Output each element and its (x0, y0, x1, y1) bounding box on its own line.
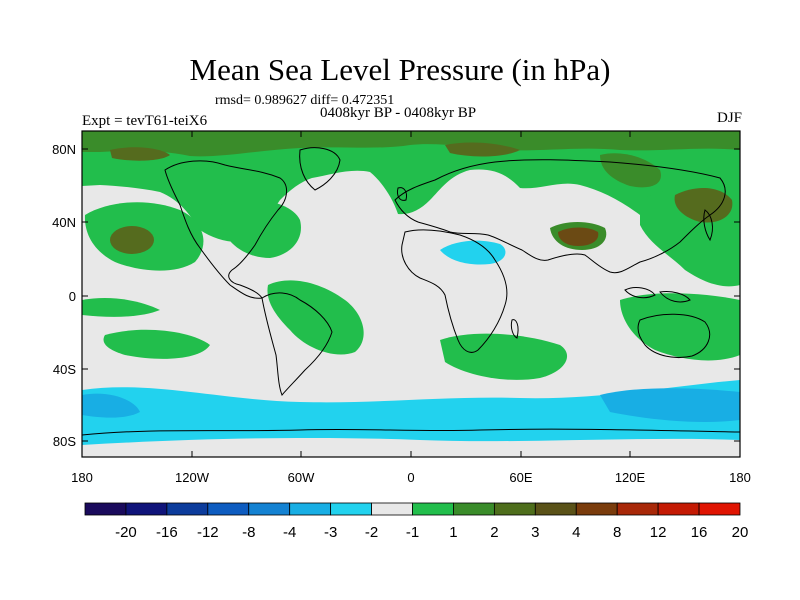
antarctica-neutral (82, 437, 740, 457)
lon-tick-label: 180 (729, 470, 751, 485)
coastlines (82, 147, 740, 436)
colorbar-label: -12 (197, 524, 219, 541)
colorbar-label: -16 (156, 524, 178, 541)
siberia-strong-region (600, 153, 661, 188)
colorbar-swatch (248, 502, 291, 516)
season-label: DJF (716, 110, 742, 126)
latitude-axis: 80N 40N 0 40S 80S (52, 142, 740, 449)
colorbar-swatch (330, 502, 372, 516)
colorbar-label: -4 (283, 524, 296, 541)
colorbar-swatch (371, 502, 413, 516)
colorbar-swatch (493, 502, 536, 516)
colorbar-label: 4 (572, 524, 580, 541)
colorbar-labels: -20 -16 -12 -8 -4 -3 -2 -1 1 2 3 4 8 12 16 20 (115, 524, 748, 541)
tropical-pacific-region (82, 298, 160, 317)
colorbar-label: 2 (490, 524, 498, 541)
colorbar-swatch (575, 502, 618, 516)
colorbar-label: 3 (531, 524, 539, 541)
colorbar-label: 16 (691, 524, 708, 541)
lat-tick-label: 80N (52, 142, 76, 157)
experiment-label: Expt = tevT61-teiX6 (82, 113, 208, 129)
stats-text: rmsd= 0.989627 diff= 0.472351 (215, 93, 395, 108)
colorbar-label: -2 (365, 524, 378, 541)
colorbar-swatch (534, 502, 577, 516)
colorbar-swatch (207, 502, 250, 516)
colorbar-label: -8 (242, 524, 255, 541)
himalaya-region (558, 227, 599, 246)
colorbar-swatch (289, 502, 332, 516)
colorbar-swatch (657, 502, 700, 516)
south-pacific-region (103, 329, 210, 359)
lat-tick-label: 40S (53, 362, 76, 377)
colorbar-swatch (412, 502, 454, 516)
colorbar-label: 12 (650, 524, 667, 541)
colorbar-label: 8 (613, 524, 621, 541)
southern-ocean-strong-east (600, 388, 740, 423)
north-pacific-strong (110, 226, 154, 254)
indian-ocean-region (620, 293, 740, 361)
colorbar-swatch (166, 502, 209, 516)
colorbar-swatch (84, 502, 127, 516)
map-title: Mean Sea Level Pressure (in hPa) (189, 52, 611, 87)
longitude-axis: 180 120W 60W 0 60E 120E 180 (71, 131, 751, 485)
lon-tick-label: 0 (407, 470, 414, 485)
olive-region-north-2 (445, 142, 520, 157)
east-asia-strong (674, 188, 733, 223)
lon-tick-label: 60W (288, 470, 315, 485)
lat-tick-label: 0 (69, 289, 76, 304)
colorbar-label: -3 (324, 524, 337, 541)
colorbar-swatch (125, 502, 168, 516)
colorbar-label: 20 (732, 524, 749, 541)
map-field (82, 131, 740, 457)
arctic-strong-region (82, 131, 740, 157)
southern-ocean-negative (82, 380, 740, 457)
lon-tick-label: 180 (71, 470, 93, 485)
olive-region-north (110, 147, 170, 161)
north-africa-negative (440, 240, 506, 265)
lon-tick-label: 120E (615, 470, 646, 485)
colorbar-swatch (453, 502, 495, 516)
lat-tick-label: 40N (52, 215, 76, 230)
colorbar-swatch (698, 502, 741, 516)
southern-ocean-strong-west (82, 393, 140, 418)
lon-tick-label: 60E (509, 470, 532, 485)
south-america-region (267, 280, 364, 355)
colorbar-label: -20 (115, 524, 137, 541)
colorbar-swatch (616, 502, 659, 516)
lat-tick-label: 80S (53, 434, 76, 449)
south-atlantic-region (440, 333, 568, 380)
period-label: 0408kyr BP - 0408kyr BP (320, 105, 477, 121)
colorbar-label: 1 (449, 524, 457, 541)
colorbar-label: -1 (406, 524, 419, 541)
north-atlantic-region (220, 200, 301, 258)
lon-tick-label: 120W (175, 470, 210, 485)
colorbar (84, 502, 741, 516)
